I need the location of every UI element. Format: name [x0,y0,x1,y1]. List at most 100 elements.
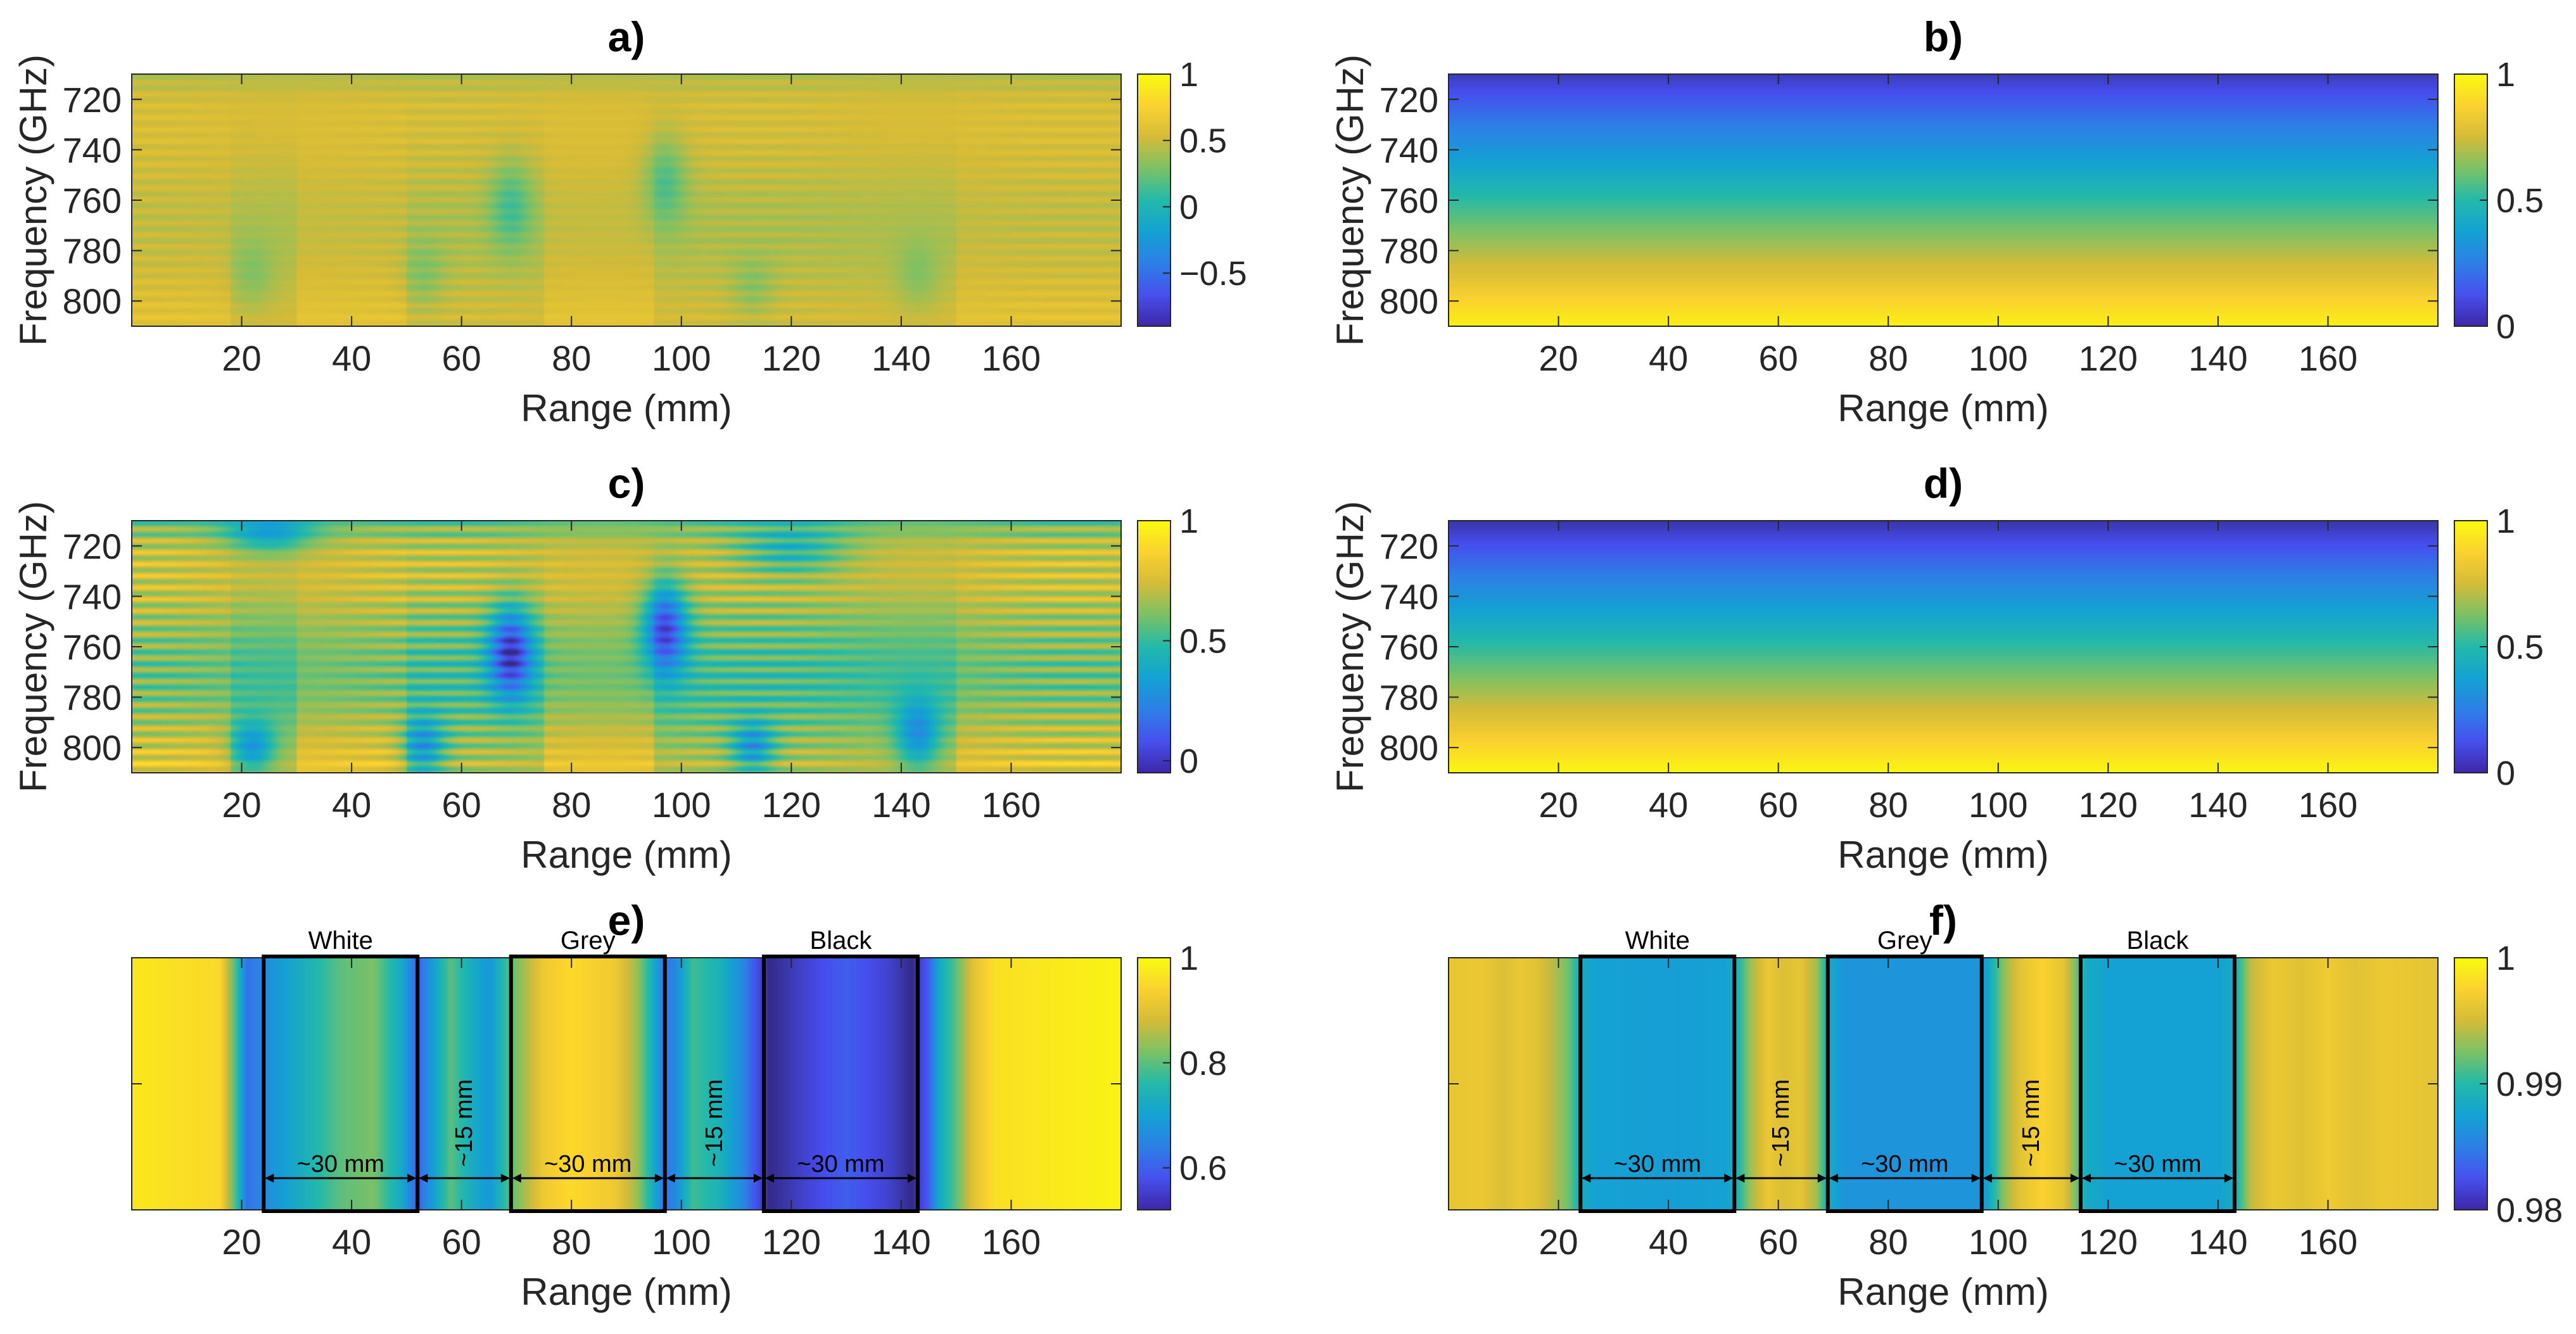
panel-title: f) [1929,897,1957,944]
heatmap-image-a [132,74,1121,326]
x-tick-label: 40 [332,338,371,378]
x-tick-label: 60 [1759,1222,1798,1262]
x-tick-label: 100 [652,338,711,378]
x-tick-label: 80 [552,338,591,378]
sample-box-black [2078,955,2237,1213]
x-tick-label: 140 [872,785,930,825]
dimension-label: ~30 mm [1861,1151,1948,1178]
y-tick-label: 800 [63,728,122,768]
colorbar-tick-label: 1 [1179,56,1198,94]
colorbar-tick-label: 0 [2496,308,2515,346]
heatmap-image-c [132,521,1121,773]
colorbar-tick-label: 1 [2496,939,2515,977]
sample-box-white [262,955,420,1213]
y-axis-label: Frequency (GHz) [12,501,54,792]
arrow-left-icon [1582,1174,1591,1183]
x-tick-label: 160 [2299,785,2357,825]
colorbar-tick-label: 0.5 [2496,182,2544,220]
x-axis-label: Range (mm) [1837,834,2048,876]
arrow-left-icon [1983,1174,1992,1183]
panel-d: d) 20 40 60 80 100 120 140 160 720 740 760 780 800 Ran… [1329,460,2544,876]
colorbar-tick-label: 0 [1179,188,1198,226]
colorbar-tick-label: 0.5 [1179,122,1227,160]
arrow-left-icon [1735,1174,1745,1183]
sample-box-white [1578,955,1737,1213]
panel-f: f) 20 40 60 80 100 120 140 160 Range (mm) 0.98 0.99… [1448,897,2563,1313]
colorbar-frame [1137,520,1171,773]
y-tick-label: 740 [1380,130,1438,170]
x-tick-label: 80 [552,1222,591,1262]
arrow-right-icon [407,1174,417,1183]
dimension-label: ~15 mm [1768,1079,1794,1167]
dimension-label: ~30 mm [2114,1151,2201,1178]
y-tick-label: 720 [1380,80,1438,120]
arrow-left-icon [2081,1174,2091,1183]
x-tick-label: 60 [1759,338,1798,378]
sample-box-grey [509,955,667,1213]
y-axis-label: Frequency (GHz) [1329,501,1371,792]
x-tick-label: 40 [1649,338,1688,378]
x-tick-label: 140 [872,1222,930,1262]
colorbar-c [1138,521,1171,773]
y-tick-label: 780 [1380,678,1438,718]
x-tick-label: 60 [442,785,481,825]
sample-label-black: Black [810,927,873,955]
y-tick-label: 740 [63,130,122,170]
x-tick-label: 40 [1649,1222,1688,1262]
arrow-left-icon [512,1174,521,1183]
x-tick-label: 100 [1969,1222,2027,1262]
colorbar-a [1138,74,1171,326]
arrow-right-icon [500,1174,510,1183]
x-tick-label: 160 [982,1222,1041,1262]
x-tick-label: 20 [1539,1222,1578,1262]
panel-title: e) [608,897,645,944]
colorbar-tick-label: 0 [1179,742,1198,780]
x-tick-label: 100 [652,1222,711,1262]
arrow-right-icon [1724,1174,1734,1183]
y-tick-label: 800 [1380,281,1438,321]
x-tick-label: 60 [442,1222,481,1262]
x-tick-label: 120 [2079,785,2138,825]
arrow-right-icon [1817,1174,1827,1183]
heatmap-image-b [1449,74,2438,326]
y-axis-label: Frequency (GHz) [12,54,54,346]
colorbar-tick-label: 1 [2496,56,2515,94]
heatmap-image-f [1449,958,2438,1210]
dimension-label: ~30 mm [297,1151,384,1178]
heatmap-image-e [132,958,1121,1210]
y-tick-label: 780 [63,678,122,718]
colorbar-frame [1137,73,1171,327]
x-axis-label: Range (mm) [521,387,732,429]
colorbar-tick-label: 0.5 [1179,623,1227,661]
arrow-right-icon [907,1174,917,1183]
dimension-label: ~30 mm [544,1151,631,1178]
heatmap-image-d [1449,521,2438,773]
x-tick-label: 20 [1539,785,1578,825]
panel-title: a) [608,13,645,60]
colorbar-frame [1137,957,1171,1210]
x-axis-label: Range (mm) [521,1271,732,1313]
dimension-label: ~15 mm [701,1079,728,1167]
colorbar-tick-label: 0.6 [1179,1150,1227,1188]
x-axis-label: Range (mm) [1837,1271,2048,1313]
arrow-right-icon [753,1174,763,1183]
y-tick-label: 740 [63,576,122,616]
sample-box-black [761,955,920,1213]
panel-b: b) 20 40 60 80 100 120 140 160 720 740 760 780 800 Ran… [1329,13,2544,429]
colorbar-tick-label: −0.5 [1179,255,1247,293]
y-tick-label: 720 [63,526,122,566]
x-tick-label: 20 [1539,338,1578,378]
x-tick-label: 40 [332,785,371,825]
colorbar-tick-label: 1 [1179,502,1198,540]
arrow-left-icon [419,1174,428,1183]
arrow-left-icon [666,1174,675,1183]
x-tick-label: 20 [222,785,261,825]
panel-title: c) [608,460,645,507]
x-tick-label: 120 [2079,338,2138,378]
x-tick-label: 120 [2079,1222,2138,1262]
x-tick-label: 80 [1869,1222,1908,1262]
dimension-label: ~15 mm [451,1079,478,1167]
x-tick-label: 140 [2188,785,2247,825]
sample-label-white: White [308,927,373,955]
